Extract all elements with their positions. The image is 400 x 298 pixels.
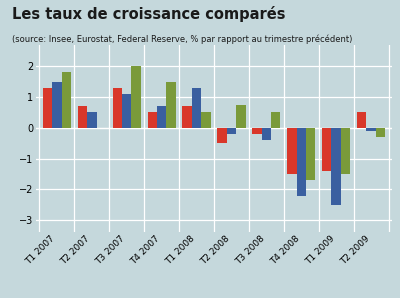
Text: (source: Insee, Eurostat, Federal Reserve, % par rapport au trimestre précédent): (source: Insee, Eurostat, Federal Reserv… (12, 34, 352, 44)
Bar (341, 128, 350, 174)
Bar (78, 106, 87, 128)
Bar (296, 128, 306, 195)
Bar (227, 128, 236, 134)
Bar (271, 112, 280, 128)
Bar (366, 128, 376, 131)
Bar (322, 128, 332, 171)
Bar (376, 128, 385, 137)
Bar (201, 112, 211, 128)
Bar (62, 72, 71, 128)
Bar (52, 82, 62, 128)
Bar (148, 112, 157, 128)
Bar (192, 88, 201, 128)
Text: Les taux de croissance comparés: Les taux de croissance comparés (12, 6, 286, 22)
Bar (236, 105, 246, 128)
Bar (166, 82, 176, 128)
Bar (87, 112, 96, 128)
Bar (262, 128, 271, 140)
Bar (287, 128, 296, 174)
Bar (43, 88, 52, 128)
Bar (306, 128, 315, 180)
Bar (132, 66, 141, 128)
Bar (332, 128, 341, 205)
Bar (157, 106, 166, 128)
Bar (217, 128, 227, 143)
Bar (113, 88, 122, 128)
Bar (357, 112, 366, 128)
Bar (182, 106, 192, 128)
Bar (252, 128, 262, 134)
Bar (122, 94, 132, 128)
